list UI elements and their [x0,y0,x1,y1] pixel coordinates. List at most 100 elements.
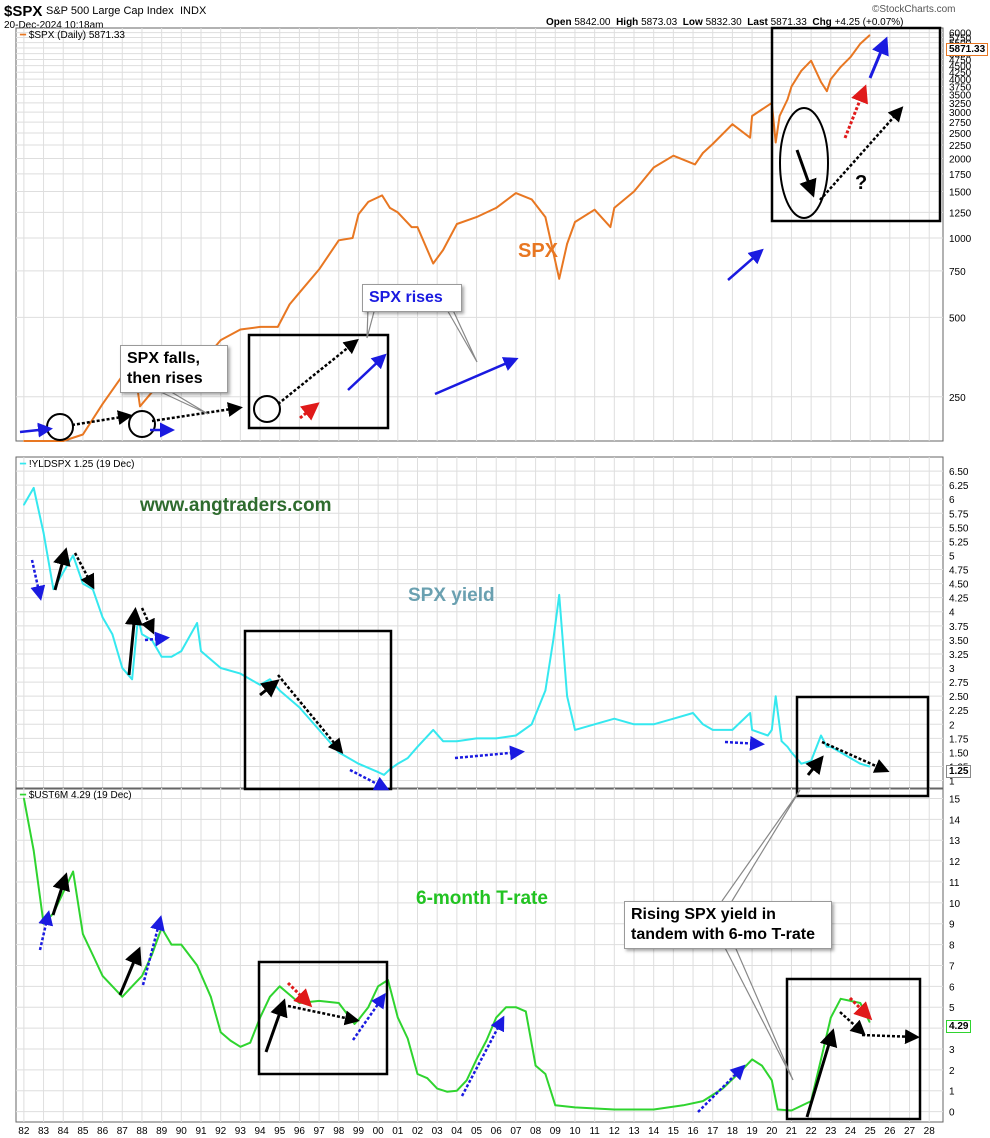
data-point [702,1100,704,1102]
data-point [42,440,45,442]
data-point [278,689,281,692]
spx-blue-arrow [434,357,519,396]
data-point [554,1104,557,1107]
data-point [91,954,94,956]
y-tick-label: 14 [949,815,961,826]
data-point [859,1002,862,1004]
data-point [652,166,655,169]
data-point [416,226,419,228]
x-tick-label: 83 [38,1126,50,1137]
data-point [770,1079,773,1082]
x-tick-label: 20 [766,1126,778,1137]
callout-pointer [149,386,209,415]
x-tick-label: 91 [195,1126,207,1137]
y-tick-label: 2.75 [949,678,969,689]
yield-blue-arrow [724,735,765,751]
x-tick-label: 16 [687,1126,699,1137]
data-point [558,594,561,596]
spx-trend-arrow [151,402,243,423]
low-value: 5832.30 [705,17,742,28]
trate-blue-arrow [460,1015,505,1097]
data-point [357,762,360,765]
data-point [62,571,65,574]
y-tick-label: 3 [949,1045,955,1056]
annotation-box [795,695,930,798]
data-point [574,1106,576,1109]
data-point [416,745,419,748]
data-point [682,1104,685,1107]
data-point [839,751,842,754]
data-point [859,42,862,45]
data-point [475,737,478,740]
data-point [141,633,143,636]
data-point [23,504,25,506]
y-tick-label: 1750 [949,170,972,181]
spx-last-tag: 5871.33 [946,43,989,56]
y-tick-label: 2.50 [949,692,969,703]
data-point [859,762,862,765]
last-value: 5871.33 [770,17,807,28]
data-point [633,723,635,726]
x-tick-label: 05 [471,1126,483,1137]
data-point [219,339,222,341]
data-point [367,201,370,203]
y-tick-label: 4250 [949,68,972,79]
data-point [72,554,74,557]
x-tick-label: 98 [333,1126,345,1137]
y-tick-label: 250 [949,393,966,404]
yield-arrow [805,755,824,776]
data-point [767,734,769,737]
x-tick-label: 82 [18,1126,30,1137]
data-point [337,1002,340,1004]
data-point [259,684,261,686]
data-point [475,216,478,218]
yield-big-label: SPX yield [408,585,495,606]
x-tick-label: 95 [274,1126,286,1137]
data-point [495,1016,498,1019]
panel-frame [15,27,944,442]
yield-arrow [124,607,143,676]
data-point [749,136,751,139]
data-point [672,717,675,720]
data-point [101,403,104,405]
data-point [751,729,753,731]
trate-arrow [805,1028,838,1118]
y-tick-label: 0 [949,1108,955,1119]
y-tick-label: 500 [949,313,966,324]
chart-exchange: INDX [180,5,207,17]
chg-value: +4.25 (+0.07%) [834,17,904,28]
data-point [530,198,533,201]
annotation-circle [253,395,281,423]
data-point [633,190,635,193]
y-tick-label: 3 [949,664,955,675]
y-tick-label: 750 [949,267,966,278]
yield-arrow [140,607,155,635]
trate-last-tag: 4.29 [946,1020,972,1033]
y-tick-label: 2.25 [949,706,969,717]
ohlc-readout: Open 5842.00 High 5873.03 Low 5832.30 La… [546,17,904,28]
data-point [544,689,547,692]
trate-arrow [861,1029,920,1045]
y-tick-label: 6 [949,982,955,993]
data-point [790,85,793,88]
data-point [566,695,568,697]
data-point [137,616,139,619]
x-tick-label: 03 [432,1126,444,1137]
brand-logo[interactable]: ©StockCharts.com [872,4,956,15]
data-point [456,740,458,742]
data-point [558,278,561,280]
x-tick-label: 24 [845,1126,857,1137]
open-value: 5842.00 [574,17,611,28]
data-point [442,740,444,742]
data-point [269,995,271,998]
spx-blue-arrow [868,36,889,79]
data-point [770,729,773,731]
x-tick-label: 92 [215,1126,227,1137]
data-point [318,729,320,731]
x-tick-label: 84 [58,1126,70,1137]
data-point [613,207,616,209]
data-point [780,740,783,742]
data-point [609,226,612,228]
series-line-1 [23,486,870,776]
data-point [820,734,822,737]
